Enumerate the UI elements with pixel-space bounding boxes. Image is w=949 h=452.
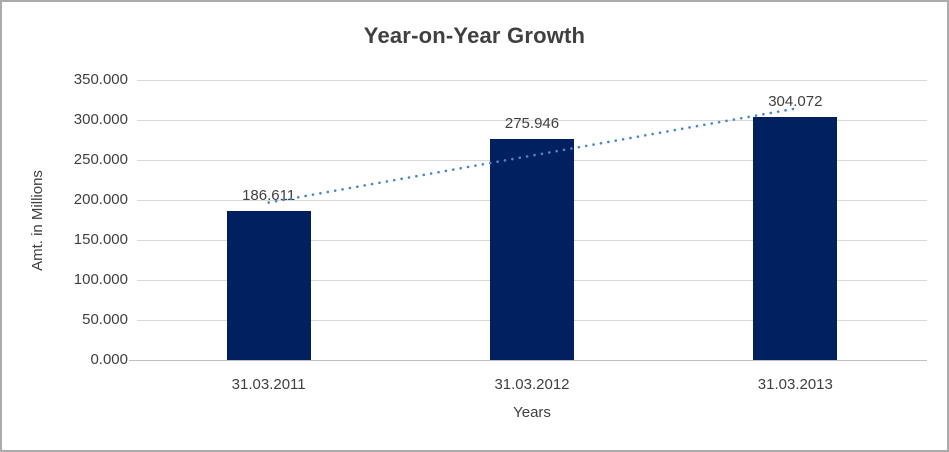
y-tick-label: 300.000 (73, 111, 128, 128)
bar (753, 116, 838, 360)
y-tick-label: 0.000 (90, 351, 128, 368)
bar (490, 139, 574, 360)
x-axis-title: Years (513, 404, 551, 421)
y-tick-label: 200.000 (73, 191, 128, 208)
y-gridline (137, 79, 927, 81)
bar-value-label: 304.072 (768, 92, 823, 110)
x-axis-line (129, 359, 927, 361)
chart-title: Year-on-Year Growth (363, 23, 586, 48)
y-tick-label: 100.000 (73, 271, 128, 288)
y-tick-label: 250.000 (73, 151, 128, 168)
y-tick-label: 150.000 (73, 231, 128, 248)
bar-value-label: 275.946 (504, 115, 560, 133)
y-tick-label: 50.000 (82, 311, 128, 328)
y-axis-title-text: Amt. in Millions (28, 169, 46, 271)
x-tick-label: 31.03.2013 (757, 376, 833, 393)
x-tick-label: 31.03.2012 (494, 376, 570, 393)
y-tick-label: 350.000 (73, 71, 128, 88)
bar-value-label: 186.611 (242, 186, 296, 204)
bar (226, 210, 311, 360)
x-tick-label: 31.03.2011 (231, 376, 306, 393)
